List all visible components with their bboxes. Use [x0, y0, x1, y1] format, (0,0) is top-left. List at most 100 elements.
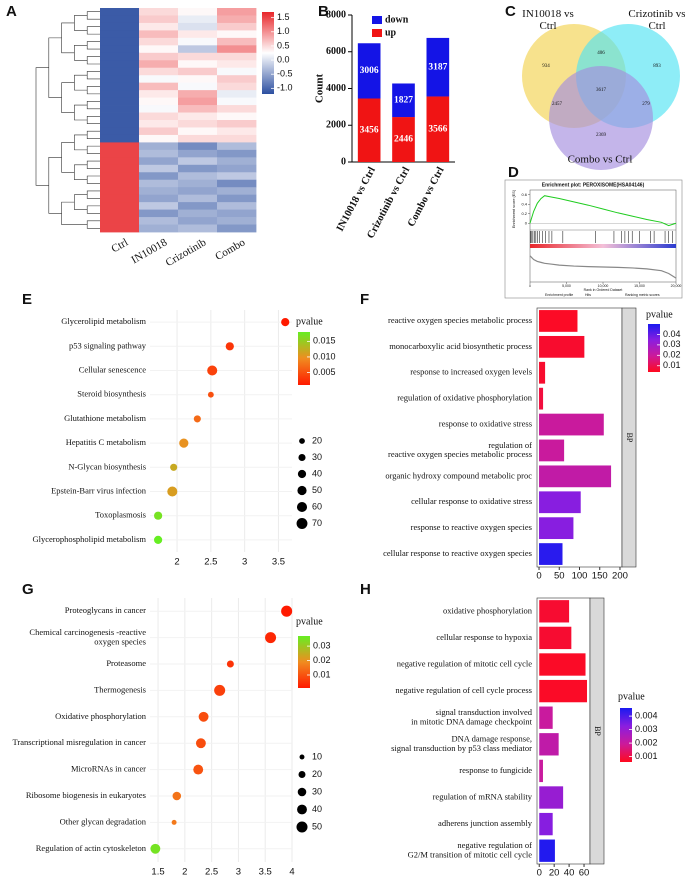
heatmap-cell [139, 90, 179, 98]
dendrogram [86, 130, 100, 139]
y-tick-label: Steroid biosynthesis [77, 389, 146, 399]
heatmap-cell [178, 8, 218, 16]
heatmap-cell [139, 22, 179, 31]
heatmap-cell [139, 67, 179, 76]
y-tick-label: negative regulation of G2/M transition of… [408, 840, 533, 859]
colorbar-tick-label: 0.001 [635, 751, 658, 761]
heatmap-cell [178, 105, 218, 113]
dendrogram [61, 22, 75, 54]
heatmap-cell [217, 97, 257, 106]
heatmap-cell [100, 97, 140, 106]
heatmap-cell [100, 67, 140, 76]
region-count: 934 [542, 64, 550, 69]
y-tick-label: cellular response to hypoxia [436, 632, 532, 642]
size-legend-label: 10 [312, 751, 322, 761]
bar [539, 600, 570, 623]
heatmap-cell [178, 82, 218, 91]
y-tick-label: 4000 [326, 83, 346, 94]
region-count: 2457 [552, 102, 563, 107]
x-tick-label: 2.5 [205, 867, 218, 876]
y-tick-label: 2000 [326, 120, 346, 131]
heatmap-cell [178, 194, 218, 203]
heatmap-cell [100, 30, 140, 39]
heatmap-cell [217, 157, 257, 166]
dendrogram [74, 164, 88, 181]
colorbar-tick-label: 1.5 [277, 12, 290, 22]
colorbar [262, 12, 274, 94]
dendrogram [86, 115, 100, 125]
panel-letter: C [505, 3, 516, 20]
heatmap-cell [139, 164, 179, 173]
heatmap-cell [178, 164, 218, 173]
dendrogram [86, 190, 100, 199]
y-tick-label: adherens junction assembly [438, 818, 533, 828]
value-label: 1827 [394, 95, 413, 105]
value-label: 3456 [360, 125, 379, 135]
y-tick-label: cellular response to reactive oxygen spe… [383, 548, 532, 558]
heatmap-cell [217, 45, 257, 54]
heatmap-cell [139, 8, 179, 16]
bar [539, 653, 586, 676]
x-tick-label: 3 [236, 867, 241, 876]
heatmap-cell [139, 224, 179, 233]
legend-label: Ranking metric scores [625, 293, 660, 297]
bubble [265, 632, 277, 644]
x-tick-label: 20,000 [671, 284, 682, 288]
y-tick-label: 8000 [326, 9, 346, 20]
venn-set [549, 66, 653, 170]
heatmap-cell [139, 202, 179, 210]
set-label: Crizotinib vs Ctrl [628, 7, 685, 31]
x-tick-label: 15,000 [634, 284, 645, 288]
heatmap-cell [178, 179, 218, 188]
dendrogram [48, 37, 62, 98]
heatmap-cell [217, 15, 257, 24]
heatmap-cell [139, 52, 179, 61]
bubble [214, 684, 226, 696]
heatmap-cell [178, 97, 218, 106]
heatmap-cell [217, 120, 257, 128]
y-tick-label: Epstein-Barr virus infection [51, 485, 147, 495]
y-tick-label: organic hydroxy compound metabolic proc [385, 470, 532, 480]
dendrogram [74, 134, 88, 151]
dendrogram [86, 56, 100, 65]
legend-title: pvalue [618, 691, 645, 702]
colorbar-tick-label: 0.5 [277, 40, 290, 50]
x-tick-label: 3 [242, 557, 247, 568]
value-label: 3187 [428, 62, 447, 72]
colorbar-tick-label: 0.0 [277, 54, 290, 64]
column-label: IN10018 [129, 236, 169, 266]
size-legend-label: 60 [312, 501, 322, 511]
heatmap-cell [139, 112, 179, 121]
heatmap-cell [178, 224, 218, 233]
y-tick-label: Chemical carcinogenesis -reactive oxygen … [29, 627, 146, 646]
heatmap-cell [217, 187, 257, 196]
heatmap-cell [100, 149, 140, 158]
heatmap-cell [217, 149, 257, 158]
heatmap-cell [178, 172, 218, 181]
column-label: Ctrl [109, 236, 130, 255]
region-count: 3617 [596, 88, 607, 93]
region-count: 893 [653, 64, 661, 69]
heatmap-cell [100, 52, 140, 61]
legend-label: up [385, 27, 397, 38]
value-label: 3006 [360, 66, 379, 76]
dendrogram [86, 86, 100, 95]
dendrogram [86, 160, 100, 169]
heatmap-cell [217, 134, 257, 143]
x-tick-label: 1.5 [151, 867, 164, 876]
heatmap-cell [100, 105, 140, 113]
y-tick-label: signal transduction involved in mitotic D… [411, 707, 533, 726]
facet-label: BP [625, 433, 634, 443]
heatmap-cell [178, 37, 218, 46]
heatmap-cell [139, 134, 179, 143]
ranking-metric [529, 255, 677, 279]
panel-letter: G [22, 581, 34, 598]
x-tick-label: 50 [554, 571, 565, 582]
heatmap-cell [217, 67, 257, 76]
size-legend-dot [296, 501, 308, 513]
heatmap-cell [217, 217, 257, 225]
dendrogram [35, 67, 49, 186]
y-tick-label: regulation of mRNA stability [433, 791, 533, 801]
heatmap-cell [139, 60, 179, 69]
size-legend-label: 70 [312, 518, 322, 528]
